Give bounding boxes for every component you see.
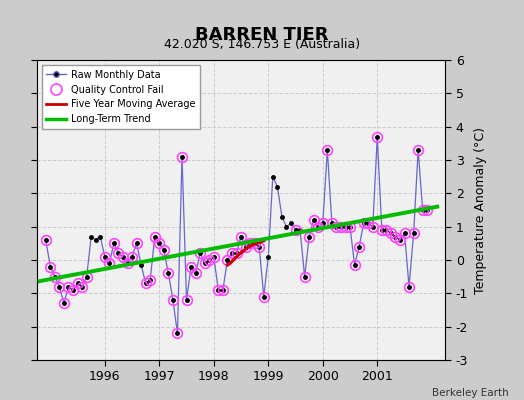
Text: BARREN TIER: BARREN TIER <box>195 26 329 44</box>
Y-axis label: Temperature Anomaly (°C): Temperature Anomaly (°C) <box>474 126 487 294</box>
Text: Berkeley Earth: Berkeley Earth <box>432 388 508 398</box>
Text: 42.020 S, 146.753 E (Australia): 42.020 S, 146.753 E (Australia) <box>164 38 360 51</box>
Legend: Raw Monthly Data, Quality Control Fail, Five Year Moving Average, Long-Term Tren: Raw Monthly Data, Quality Control Fail, … <box>41 65 200 129</box>
